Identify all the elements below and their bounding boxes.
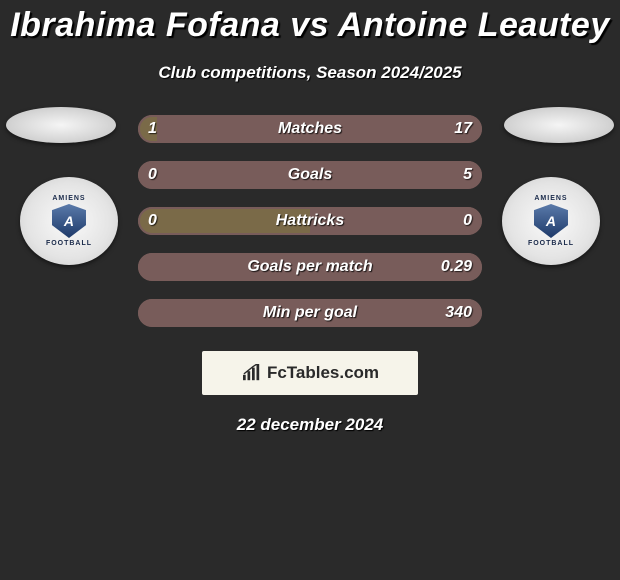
- brand-text: FcTables.com: [267, 363, 379, 383]
- stat-row: 340Min per goal: [138, 299, 482, 327]
- comparison-title: Ibrahima Fofana vs Antoine Leautey: [0, 0, 620, 45]
- club-sub-left: FOOTBALL: [46, 240, 92, 247]
- stat-label: Goals per match: [138, 253, 482, 281]
- club-logo-left: AMIENS A FOOTBALL: [20, 177, 118, 265]
- stat-label: Matches: [138, 115, 482, 143]
- stat-row: 117Matches: [138, 115, 482, 143]
- stat-row: 05Goals: [138, 161, 482, 189]
- brand-footer: FcTables.com: [202, 351, 418, 395]
- club-name-right: AMIENS: [528, 195, 574, 202]
- stat-label: Min per goal: [138, 299, 482, 327]
- club-logo-right: AMIENS A FOOTBALL: [502, 177, 600, 265]
- club-shield-icon: A: [534, 204, 568, 238]
- bars-chart-icon: [241, 364, 263, 382]
- player-photo-left: [6, 107, 116, 143]
- stat-bars: 117Matches 05Goals 00Hattricks 0.29Goals pe…: [138, 115, 482, 345]
- stat-label: Goals: [138, 161, 482, 189]
- stat-label: Hattricks: [138, 207, 482, 235]
- club-name-left: AMIENS: [46, 195, 92, 202]
- club-shield-icon: A: [52, 204, 86, 238]
- comparison-subtitle: Club competitions, Season 2024/2025: [0, 63, 620, 83]
- club-sub-right: FOOTBALL: [528, 240, 574, 247]
- comparison-content: AMIENS A FOOTBALL AMIENS A FOOTBALL 117M…: [0, 115, 620, 345]
- player-photo-right: [504, 107, 614, 143]
- snapshot-date: 22 december 2024: [0, 415, 620, 435]
- stat-row: 00Hattricks: [138, 207, 482, 235]
- stat-row: 0.29Goals per match: [138, 253, 482, 281]
